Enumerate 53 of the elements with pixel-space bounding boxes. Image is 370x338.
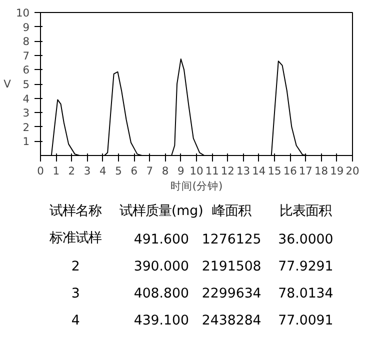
- y-axis-title: V: [4, 78, 12, 90]
- text: 4: [71, 314, 80, 329]
- x-tick-label: 17: [298, 164, 312, 178]
- x-tick-label: 7: [146, 164, 154, 178]
- text: 2299634: [202, 286, 262, 302]
- text: 3: [71, 286, 80, 302]
- x-tick-label: 12: [220, 164, 234, 178]
- y-tick-label: 8: [22, 35, 30, 48]
- x-tick-label: 6: [130, 164, 138, 178]
- x-tick-label: 3: [84, 164, 91, 178]
- x-tick-label: 16: [283, 164, 298, 178]
- text: 408.800: [134, 286, 189, 302]
- y-tick-label: 7: [22, 49, 30, 62]
- y-tick-label: 9: [22, 20, 30, 34]
- x-tick-label: 10: [190, 164, 204, 178]
- x-tick-label: 5: [115, 164, 122, 178]
- text: 77.0091: [278, 314, 334, 329]
- text: 试样名称: [50, 204, 102, 220]
- text: 标准试样: [48, 231, 102, 246]
- text: 36.0000: [278, 232, 334, 248]
- y-tick-label: 2: [22, 120, 30, 134]
- text: 峰面积: [212, 204, 252, 220]
- text: 491.600: [134, 232, 189, 248]
- y-tick-label: 3: [22, 106, 30, 120]
- text: 比表面积: [280, 204, 332, 220]
- x-tick-label: 20: [346, 164, 360, 178]
- text: 1276125: [202, 232, 262, 248]
- x-tick-label: 2: [68, 164, 76, 178]
- x-tick-label: 4: [100, 164, 107, 178]
- x-tick-label: 14: [252, 164, 266, 178]
- y-tick-label: 1: [22, 135, 30, 148]
- text: 试样质量(mg): [119, 204, 204, 220]
- text: 77.9291: [278, 260, 334, 275]
- x-tick-label: 19: [330, 164, 344, 178]
- y-tick-label: 4: [22, 92, 30, 106]
- text: 2191508: [202, 260, 262, 275]
- text: 78.0134: [278, 286, 334, 302]
- x-tick-label: 18: [314, 164, 328, 178]
- text: 439.100: [134, 314, 189, 329]
- text: 2438284: [202, 314, 262, 329]
- x-tick-label: 15: [268, 164, 282, 178]
- x-tick-label: 9: [178, 164, 185, 178]
- x-tick-label: 8: [162, 164, 169, 178]
- text: 390.000: [134, 260, 189, 275]
- x-tick-label: 13: [236, 164, 250, 178]
- y-tick-label: 6: [22, 64, 30, 77]
- x-tick-label: 11: [205, 164, 219, 178]
- x-tick-label: 1: [52, 164, 60, 178]
- text: 2: [71, 260, 80, 275]
- y-tick-label: 10: [16, 6, 30, 20]
- x-tick-label: 0: [37, 164, 44, 178]
- y-tick-label: 5: [22, 78, 30, 91]
- x-axis-title: 时间(分钟): [170, 180, 223, 192]
